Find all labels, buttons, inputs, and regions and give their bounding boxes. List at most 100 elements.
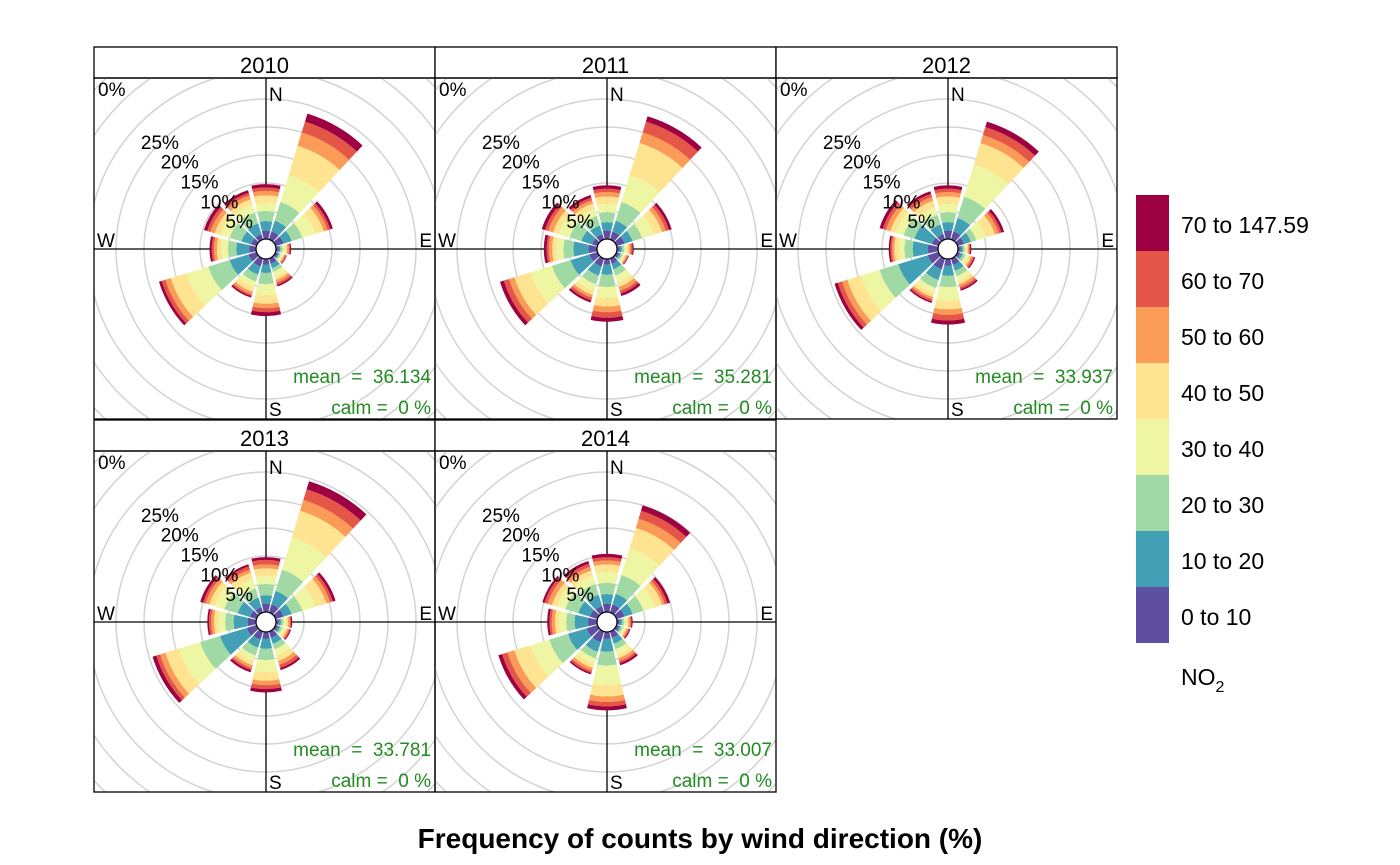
wedge-segment bbox=[930, 224, 944, 238]
wedge-segment bbox=[616, 625, 621, 632]
wedge-segment bbox=[273, 251, 279, 258]
wedge-segment bbox=[554, 610, 561, 634]
wedge-segment bbox=[913, 282, 935, 298]
wedge-segment bbox=[983, 212, 999, 235]
wedge-segment bbox=[633, 215, 655, 239]
wedge-segment bbox=[613, 264, 627, 276]
wedge-segment bbox=[941, 222, 955, 232]
wedge-segment bbox=[271, 263, 283, 272]
wedge-segment bbox=[209, 236, 214, 262]
wedge-segment bbox=[931, 318, 965, 325]
wedge-segment bbox=[609, 231, 620, 242]
wedge-segment bbox=[547, 608, 551, 636]
wedge-segment bbox=[312, 576, 331, 604]
wedge-segment bbox=[233, 281, 253, 295]
wedge-segment bbox=[628, 616, 631, 628]
wedge-segment bbox=[958, 275, 976, 287]
wedge-segment bbox=[246, 624, 259, 636]
wedge-segment bbox=[620, 603, 633, 617]
wedge-segment bbox=[594, 296, 620, 307]
wedge-segment bbox=[509, 277, 537, 319]
wedge-segment bbox=[616, 252, 621, 259]
legend-swatch bbox=[1136, 307, 1169, 363]
wedge-segment bbox=[221, 238, 229, 260]
compass-e: E bbox=[419, 231, 432, 252]
wedge-segment bbox=[279, 603, 292, 617]
wedge-segment bbox=[950, 256, 960, 265]
wedge-segment bbox=[632, 242, 634, 256]
wedge-segment bbox=[551, 582, 569, 607]
wedge-segment bbox=[626, 243, 630, 255]
calm-annotation: calm = 0 % bbox=[331, 398, 431, 419]
wedge-segment bbox=[594, 564, 620, 573]
wedge-segment bbox=[304, 578, 327, 607]
radial-tick-label: 25% bbox=[141, 506, 179, 527]
legend-label: 60 to 70 bbox=[1181, 268, 1264, 294]
wedge-segment bbox=[247, 617, 257, 627]
wedge-segment bbox=[579, 584, 599, 602]
radial-tick-label: 0% bbox=[98, 80, 126, 101]
calm-circle bbox=[937, 238, 959, 260]
wedge-segment bbox=[282, 628, 289, 639]
calm-annotation: calm = 0 % bbox=[672, 771, 772, 792]
wedge-segment bbox=[925, 264, 942, 280]
compass-n: N bbox=[269, 458, 283, 479]
wedge-segment bbox=[596, 203, 618, 214]
wedge-segment bbox=[593, 188, 621, 194]
wedge-segment bbox=[620, 627, 627, 637]
wedge-segment bbox=[275, 246, 279, 252]
legend-swatch bbox=[1136, 587, 1169, 643]
legend-label: 70 to 147.59 bbox=[1181, 212, 1309, 238]
compass-s: S bbox=[610, 400, 623, 421]
wedge-segment bbox=[284, 244, 288, 254]
wedge-segment bbox=[621, 245, 625, 253]
wedge-segment bbox=[259, 221, 273, 232]
wedge-segment bbox=[248, 597, 262, 611]
compass-w: W bbox=[97, 231, 115, 252]
wedge-segment bbox=[592, 305, 622, 313]
wedge-segment bbox=[568, 194, 592, 210]
wedge-segment bbox=[588, 617, 598, 627]
wedge-segment bbox=[542, 575, 560, 603]
legend-swatch bbox=[1136, 475, 1169, 531]
radial-tick-label: 5% bbox=[566, 212, 594, 233]
wedge-segment bbox=[273, 624, 279, 631]
radial-tick-label: 5% bbox=[566, 585, 594, 606]
wedge-segment bbox=[156, 654, 185, 701]
wedge-segment bbox=[641, 505, 691, 537]
wedge-segment bbox=[224, 190, 249, 207]
wedge-segment bbox=[275, 619, 279, 625]
wedge-segment bbox=[202, 576, 220, 604]
wedge-segment bbox=[603, 258, 611, 265]
wedge-segment bbox=[253, 629, 264, 640]
wedge-segment bbox=[941, 265, 955, 276]
wedge-segment bbox=[619, 280, 639, 294]
wedge-segment bbox=[601, 264, 613, 275]
wedge-segment bbox=[914, 224, 936, 245]
wedge-segment bbox=[592, 185, 622, 191]
wedge-segment bbox=[231, 657, 252, 671]
wedge-segment bbox=[549, 609, 554, 635]
wedge-segment bbox=[590, 225, 603, 238]
wedge-segment bbox=[617, 626, 623, 634]
wedge-segment bbox=[615, 642, 631, 655]
wedge-segment bbox=[626, 596, 644, 615]
wedge-segment bbox=[952, 261, 964, 271]
wedge-segment bbox=[598, 274, 616, 288]
wedge-segment bbox=[216, 237, 223, 261]
wedge-segment bbox=[890, 207, 908, 233]
wedge-segment bbox=[251, 184, 281, 190]
wedge-segment bbox=[259, 595, 273, 605]
wedge-segment bbox=[932, 237, 941, 247]
wedge-segment bbox=[280, 245, 283, 253]
wedge-segment bbox=[619, 245, 623, 253]
wedge-segment bbox=[210, 209, 227, 234]
wedge-segment bbox=[229, 254, 253, 275]
wedge-segment bbox=[927, 244, 939, 254]
wedge-segment bbox=[227, 195, 251, 211]
wedge-segment bbox=[618, 651, 637, 664]
wedge-segment bbox=[289, 616, 292, 628]
